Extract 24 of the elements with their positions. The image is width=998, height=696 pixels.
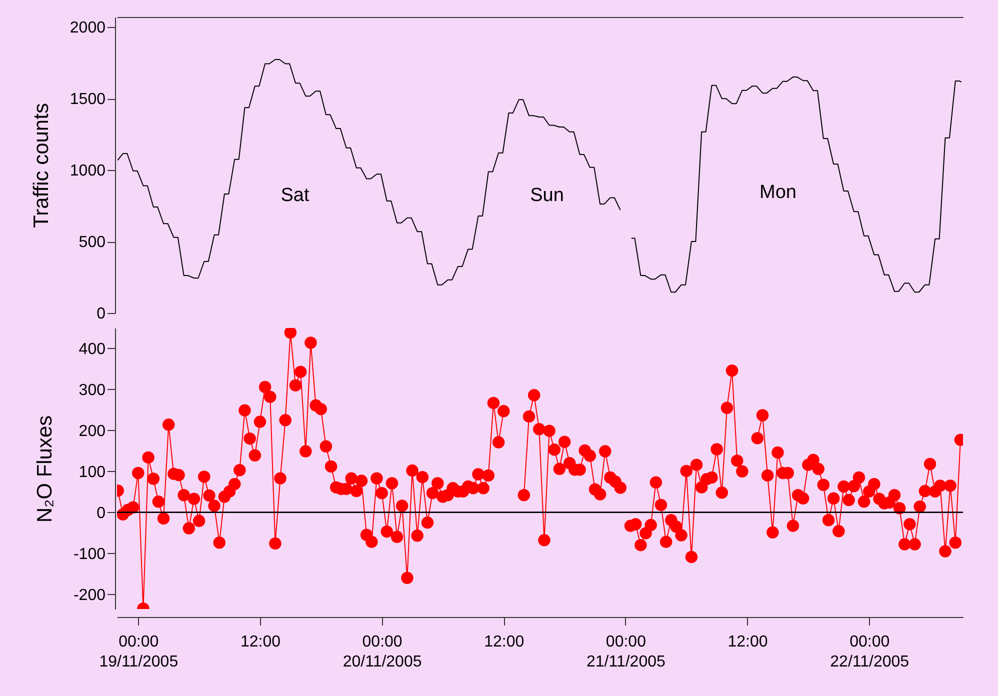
- x-tick-label: 00:00 22/11/2005: [830, 634, 910, 670]
- y-tick-label: 100: [78, 464, 106, 481]
- x-tick-label: 12:00: [728, 634, 768, 650]
- x-tick-label: 00:00 21/11/2005: [586, 634, 666, 670]
- y-tick-label: -100: [73, 546, 106, 563]
- x-tick-label: 00:00 20/11/2005: [342, 634, 422, 670]
- y-tick-label: -200: [73, 586, 106, 604]
- y-tick-label: 1500: [70, 91, 106, 108]
- annotation: Mon: [760, 182, 796, 203]
- y-tick-label: 300: [78, 382, 106, 399]
- y-tick-label: 0: [96, 504, 106, 522]
- y-tick-label: 400: [78, 340, 106, 358]
- x-tick-label: 12:00: [484, 634, 524, 650]
- y-tick-label: 200: [78, 422, 106, 440]
- y-tick-label: 500: [78, 234, 106, 251]
- y-tick-label: 2000: [70, 20, 106, 37]
- x-tick-label: 12:00: [240, 634, 281, 650]
- y-tick-label: 0: [96, 306, 106, 322]
- annotation: Sat: [280, 185, 310, 206]
- y-axis-title: Traffic counts: [30, 103, 53, 228]
- y-tick-label: 1000: [70, 162, 106, 180]
- annotation: Sun: [530, 185, 564, 206]
- y-axis-title: N₂O Fluxes: [33, 415, 56, 523]
- x-tick-label: 00:00 19/11/2005: [99, 634, 178, 670]
